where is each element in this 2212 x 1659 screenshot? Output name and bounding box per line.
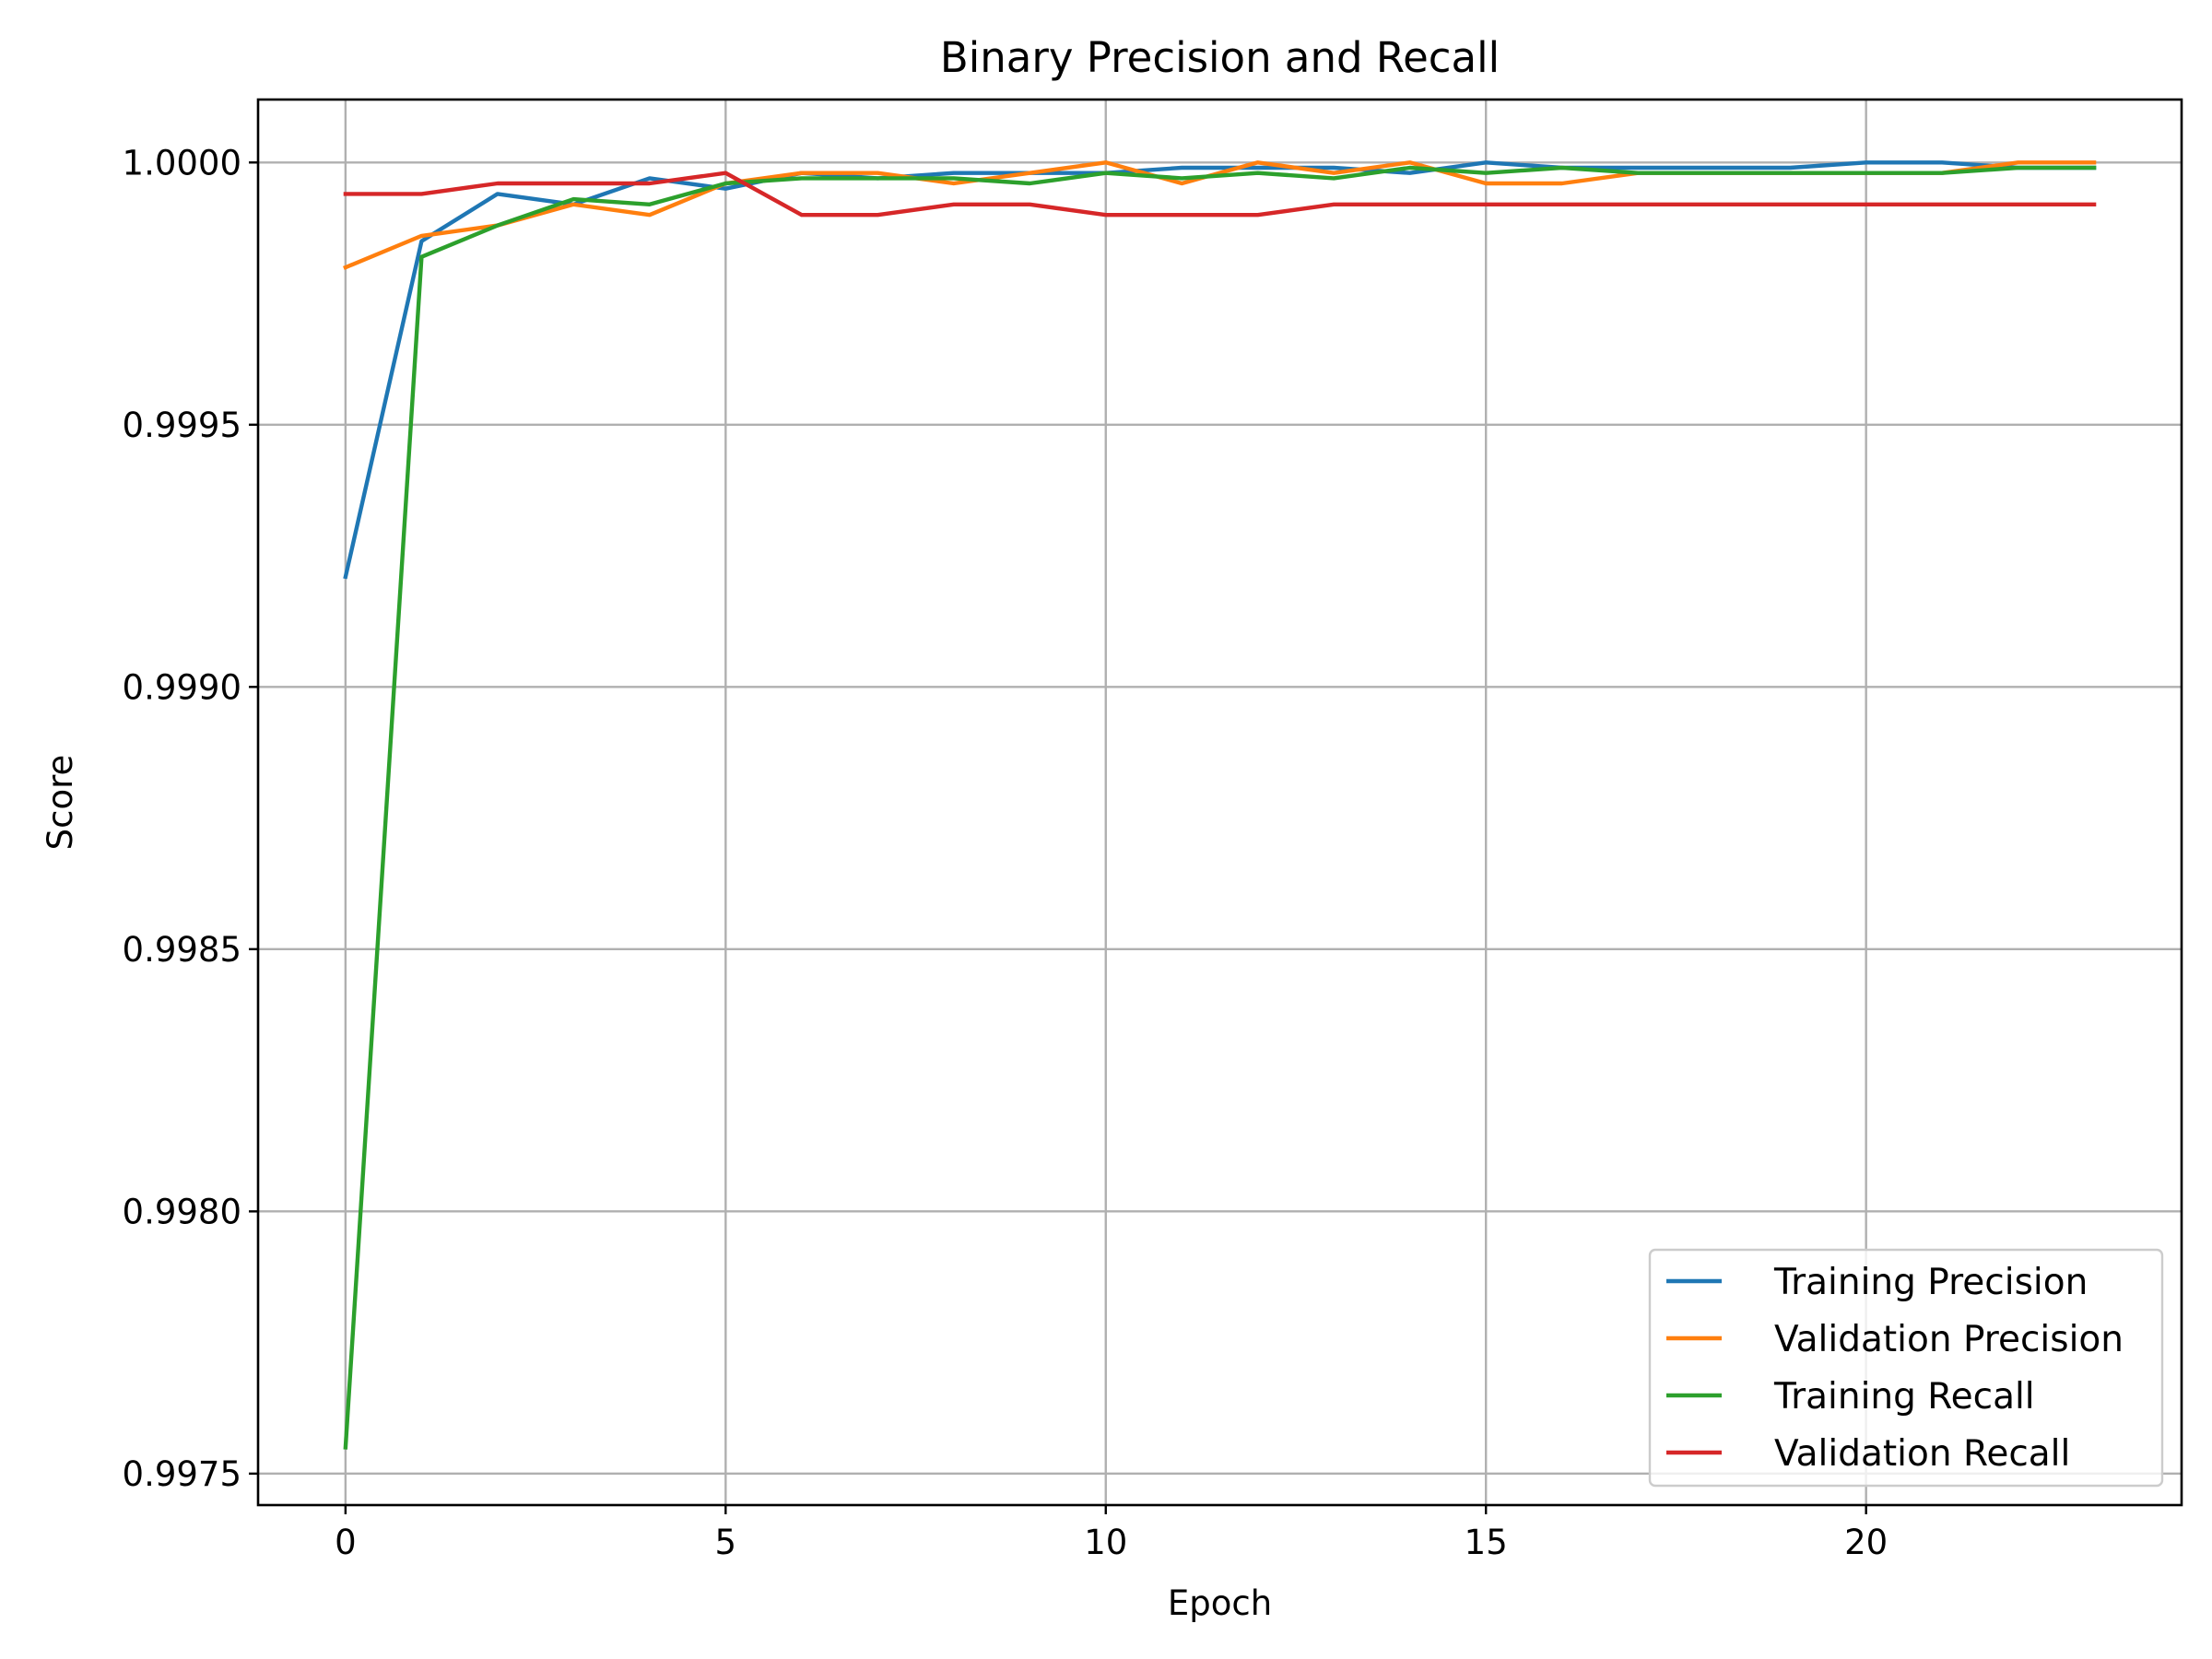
legend: Training Precision Validation Precision Tr… bbox=[1648, 1248, 2164, 1488]
legend-label-training-precision: Training Precision bbox=[1773, 1262, 2088, 1303]
y-tick-label: 0.9990 bbox=[123, 667, 241, 707]
x-tick-label: 10 bbox=[1084, 1523, 1127, 1562]
series-line-training-recall bbox=[343, 165, 2097, 1450]
legend-label-training-recall: Training Recall bbox=[1773, 1376, 2035, 1418]
y-tick-label: 0.9995 bbox=[123, 406, 241, 445]
series-line-validation-recall bbox=[343, 171, 2097, 218]
y-tick-label: 0.9980 bbox=[123, 1192, 241, 1231]
legend-box bbox=[1648, 1248, 2164, 1488]
x-tick-label: 0 bbox=[335, 1523, 357, 1562]
tick-layer: 0 5 10 15 20 0.9975 0.9980 0.9985 0.9990 0.9995 1.… bbox=[123, 143, 1888, 1562]
chart-title: Binary Precision and Recall bbox=[940, 33, 1500, 82]
x-tick-label: 20 bbox=[1844, 1523, 1888, 1562]
series-layer bbox=[343, 160, 2097, 1450]
legend-label-validation-recall: Validation Recall bbox=[1774, 1433, 2070, 1475]
y-tick-label: 1.0000 bbox=[123, 143, 241, 182]
x-axis-label: Epoch bbox=[1168, 1583, 1272, 1623]
y-axis-label: Score bbox=[41, 755, 80, 851]
x-tick-label: 15 bbox=[1465, 1523, 1508, 1562]
plot-frame bbox=[256, 98, 2183, 1507]
y-tick-label: 0.9975 bbox=[123, 1454, 241, 1494]
x-tick-label: 5 bbox=[715, 1523, 737, 1562]
y-tick-label: 0.9985 bbox=[123, 930, 241, 970]
legend-label-validation-precision: Validation Precision bbox=[1774, 1319, 2124, 1360]
